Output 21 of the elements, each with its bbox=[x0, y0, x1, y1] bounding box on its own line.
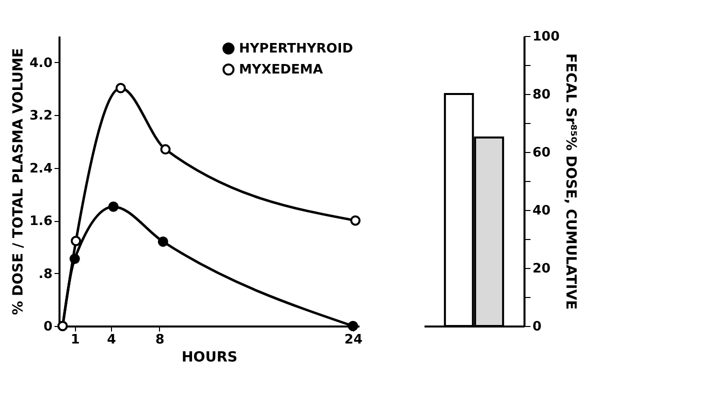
y-tick-label: 3.2 bbox=[29, 108, 52, 124]
y-tick-label: 100 bbox=[532, 30, 560, 44]
y-axis-title: % DOSE / TOTAL PLASMA VOLUME bbox=[10, 48, 26, 315]
x-axis-title: HOURS bbox=[182, 350, 238, 366]
y-tick-label: 0 bbox=[43, 320, 52, 334]
y-axis-title: FECAL Sr⁸⁵% DOSE, CUMULATIVE bbox=[562, 53, 579, 310]
y-tick-label: 80 bbox=[532, 88, 551, 102]
x-tick-label: 8 bbox=[155, 332, 164, 348]
x-tick-label: 1 bbox=[70, 332, 80, 348]
y-tick-label: 2.4 bbox=[29, 161, 52, 176]
legend-label: MYXEDEMA bbox=[239, 62, 323, 78]
y-tick-label: 60 bbox=[532, 146, 551, 160]
legend-label: HYPERTHYROID bbox=[239, 42, 354, 56]
y-tick-label: 40 bbox=[532, 204, 551, 218]
y-tick-label: 4.0 bbox=[29, 56, 52, 71]
y-tick-label: 0 bbox=[532, 320, 542, 334]
y-tick-label: 1.6 bbox=[29, 214, 52, 230]
x-tick-label: 4 bbox=[106, 332, 116, 348]
x-tick-label: 24 bbox=[344, 332, 362, 348]
y-tick-label: .8 bbox=[38, 266, 52, 282]
y-tick-label: 20 bbox=[532, 262, 551, 276]
